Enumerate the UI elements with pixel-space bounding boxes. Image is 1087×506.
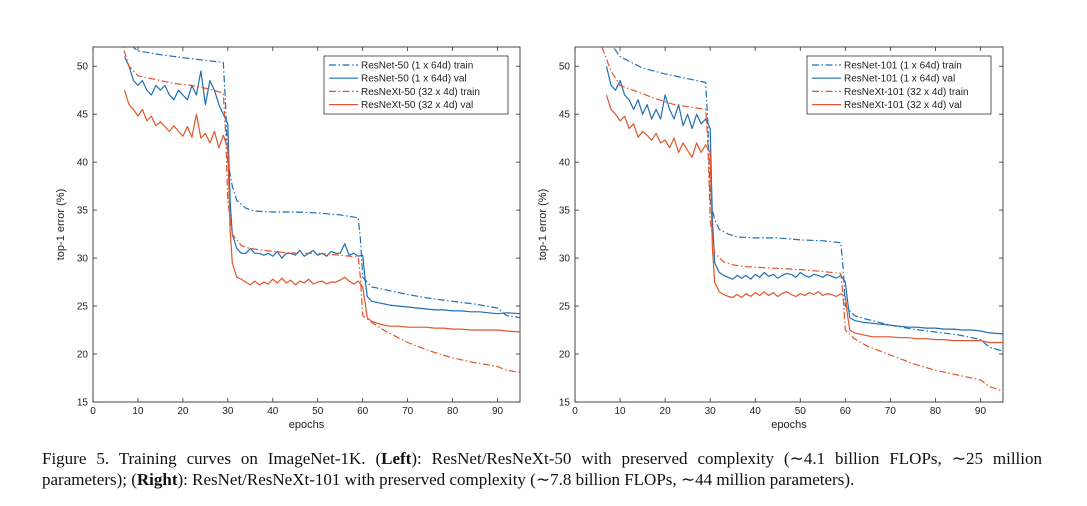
left-y-tick-label: 25 (77, 302, 89, 313)
right-y-tick-label: 45 (559, 110, 571, 121)
caption-right-bold: Right (136, 470, 178, 489)
left-x-tick-label: 20 (177, 406, 189, 417)
right-series-line-4 (605, 94, 1003, 344)
left-legend-label-2: ResNet-50 (1 x 64d) val (361, 74, 467, 85)
left-legend-label-1: ResNet-50 (1 x 64d) train (361, 61, 473, 72)
right-x-tick-label: 30 (705, 406, 717, 417)
right-legend-label-4: ResNeXt-101 (32 x 4d) val (844, 100, 962, 111)
left-y-tick-label: 40 (77, 158, 89, 169)
right-series-line-3 (601, 47, 1003, 392)
left-x-tick-label: 90 (492, 406, 504, 417)
right-y-tick-label: 35 (559, 206, 571, 217)
left-x-tick-label: 40 (267, 406, 279, 417)
left-x-tick-label: 0 (90, 406, 96, 417)
left-y-tick-label: 45 (77, 110, 89, 121)
right-x-tick-label: 80 (930, 406, 942, 417)
left-series-line-1 (131, 47, 520, 319)
left-x-tick-label: 50 (312, 406, 324, 417)
right-legend-label-1: ResNet-101 (1 x 64d) train (844, 61, 962, 72)
left-y-tick-label: 35 (77, 206, 89, 217)
right-y-tick-label: 15 (559, 398, 571, 409)
left-x-tick-label: 80 (447, 406, 459, 417)
right-chart: 0 10 20 30 40 50 60 70 80 90 15 20 25 30 35 40 45 50 epoch… (537, 46, 1004, 431)
left-x-tick-label: 10 (132, 406, 144, 417)
left-x-tick-label: 30 (222, 406, 234, 417)
caption-mid: ): ResNet/ResNeXt-50 with preserved comp… (42, 449, 1042, 489)
right-y-tick-label: 50 (559, 62, 571, 73)
right-x-tick-label: 90 (975, 406, 987, 417)
training-curves-figure: 0 10 20 30 40 50 60 70 80 90 15 20 25 30 35 40 45 50 epoch… (55, 46, 1004, 431)
caption-lead: Figure 5. Training curves on ImageNet-1K… (42, 449, 382, 468)
left-x-axis-label: epochs (289, 419, 325, 431)
caption-left-bold: Left (381, 449, 412, 468)
left-x-tick-label: 70 (402, 406, 414, 417)
right-axes-frame (574, 46, 1004, 403)
right-y-tick-label: 40 (559, 158, 571, 169)
left-y-tick-label: 20 (77, 350, 89, 361)
left-y-tick-label: 50 (77, 62, 89, 73)
right-plot-area (601, 47, 1003, 392)
right-y-tick-label: 20 (559, 350, 571, 361)
left-chart: 0 10 20 30 40 50 60 70 80 90 15 20 25 30 35 40 45 50 epoch… (55, 46, 521, 431)
right-legend-label-3: ResNeXt-101 (32 x 4d) train (844, 87, 969, 98)
right-x-tick-label: 40 (750, 406, 762, 417)
left-series-line-4 (123, 90, 520, 333)
right-series-line-1 (612, 47, 1003, 352)
right-x-tick-label: 50 (795, 406, 807, 417)
left-legend-label-4: ResNeXt-50 (32 x 4d) val (361, 100, 473, 111)
right-y-tick-label: 30 (559, 254, 571, 265)
caption-tail: ): ResNet/ResNeXt-101 with preserved com… (177, 470, 855, 489)
figure-caption: Figure 5. Training curves on ImageNet-1K… (42, 448, 1042, 490)
left-legend: ResNet-50 (1 x 64d) train ResNet-50 (1 x … (323, 55, 509, 115)
right-y-axis-label: top-1 error (%) (537, 189, 549, 261)
right-x-tick-label: 70 (885, 406, 897, 417)
right-x-tick-label: 0 (572, 406, 578, 417)
right-x-tick-label: 10 (614, 406, 626, 417)
right-legend: ResNet-101 (1 x 64d) train ResNet-101 (1 … (806, 55, 992, 115)
right-x-tick-label: 20 (660, 406, 672, 417)
left-series-line-3 (122, 47, 520, 373)
left-axes-frame (92, 46, 521, 403)
right-x-tick-label: 60 (840, 406, 852, 417)
left-series-line-2 (123, 56, 520, 315)
right-y-tick-label: 25 (559, 302, 571, 313)
left-y-tick-label: 15 (77, 398, 89, 409)
right-series-line-2 (605, 66, 1003, 335)
right-legend-label-2: ResNet-101 (1 x 64d) val (844, 74, 955, 85)
left-legend-label-3: ResNeXt-50 (32 x 4d) train (361, 87, 480, 98)
left-x-tick-label: 60 (357, 406, 369, 417)
left-y-tick-label: 30 (77, 254, 89, 265)
left-y-axis-label: top-1 error (%) (55, 189, 67, 261)
right-x-axis-label: epochs (771, 419, 807, 431)
left-plot-area (122, 47, 520, 373)
